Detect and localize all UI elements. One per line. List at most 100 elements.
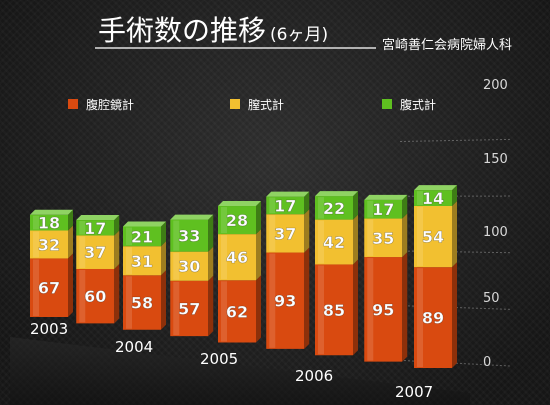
y-tick-label: 0 — [483, 355, 491, 370]
bar-segment — [414, 190, 452, 206]
bar-value-label: 21 — [131, 227, 153, 246]
bar-side — [353, 191, 358, 220]
bar-segment — [123, 226, 161, 247]
bar-side — [304, 247, 310, 349]
bar-side — [304, 191, 310, 215]
bar-value-label: 60 — [84, 287, 106, 306]
x-tick-label: 2005 — [200, 350, 238, 368]
chart-title-suffix: (6ヶ月) — [270, 25, 328, 45]
bar-side — [402, 252, 408, 362]
bar-highlight — [33, 231, 39, 258]
bar-side — [304, 209, 310, 253]
bar-highlight — [79, 221, 86, 235]
bar-highlight — [173, 252, 180, 280]
organization-label: 宮崎善仁会病院婦人科 — [382, 37, 512, 53]
bar-top — [76, 215, 120, 221]
y-tick-label: 150 — [483, 152, 508, 167]
x-tick-label: 2006 — [295, 367, 333, 385]
bar-value-label: 67 — [38, 279, 60, 298]
bar-highlight — [173, 281, 180, 336]
bar-highlight — [126, 276, 132, 329]
bar-side — [353, 259, 358, 356]
bar-side — [208, 246, 214, 281]
bar-top — [30, 209, 73, 215]
floor-plane — [10, 337, 470, 405]
bar-top — [266, 191, 310, 197]
bar-side — [256, 201, 261, 235]
bar-side — [161, 221, 166, 247]
bar-highlight — [173, 220, 180, 251]
bar-value-label: 62 — [226, 302, 248, 321]
x-tick-label: 2007 — [395, 383, 433, 401]
bar-side — [256, 275, 261, 343]
bar-top — [170, 214, 214, 220]
y-gridline — [399, 138, 511, 143]
bar-value-label: 46 — [226, 248, 248, 267]
bar-side — [452, 200, 457, 268]
bar-highlight — [221, 281, 227, 342]
bar-value-label: 22 — [323, 199, 345, 218]
bar-side — [161, 270, 166, 330]
bar-top — [414, 185, 457, 191]
bar-highlight — [367, 219, 374, 257]
bar-highlight — [221, 207, 227, 234]
bar-value-label: 30 — [178, 257, 200, 276]
bar-side — [68, 209, 73, 231]
bar-segment — [30, 214, 68, 231]
legend: 腹腔鏡計 膣式計 腹式計 — [68, 97, 436, 112]
bar-value-label: 85 — [323, 301, 345, 320]
bar-highlight — [269, 253, 276, 348]
bar-value-label: 37 — [84, 243, 106, 262]
bar-highlight — [221, 235, 227, 280]
bar-value-label: 31 — [131, 252, 153, 271]
bar-highlight — [126, 227, 132, 246]
bar-top — [218, 201, 261, 207]
legend-label-abdominal: 腹式計 — [400, 97, 436, 112]
bar-value-label: 57 — [178, 299, 200, 318]
bar-side — [208, 214, 214, 252]
bar-side — [402, 213, 408, 258]
bar-highlight — [417, 206, 423, 267]
bar-value-label: 14 — [422, 189, 444, 208]
bar-highlight — [367, 200, 374, 218]
bar-side — [68, 225, 73, 259]
x-axis: 2003 2004 2005 2006 2007 — [30, 320, 433, 401]
bar-side — [452, 262, 457, 368]
x-tick-label: 2004 — [115, 338, 153, 356]
bar-value-label: 17 — [84, 219, 106, 238]
y-tick-label: 50 — [483, 291, 500, 306]
bar-value-label: 33 — [178, 227, 200, 246]
bar-value-label: 17 — [274, 196, 296, 215]
bar-value-label: 35 — [372, 229, 394, 248]
bar-highlight — [269, 215, 276, 252]
bar-highlight — [33, 259, 39, 316]
bar-highlight — [318, 197, 324, 219]
bar-side — [452, 185, 457, 206]
chart-title: 手術数の推移 — [98, 14, 266, 47]
bar-value-label: 95 — [372, 300, 394, 319]
bar-side — [256, 229, 261, 281]
bar-highlight — [269, 197, 276, 214]
bar-side — [208, 275, 214, 337]
bar-value-label: 18 — [38, 214, 60, 233]
bar-segment — [76, 220, 115, 236]
y-tick-label: 100 — [483, 225, 508, 240]
bar-side — [114, 263, 120, 324]
bar-value-label: 58 — [131, 294, 153, 313]
bar-side — [353, 214, 358, 265]
legend-swatch-vaginal — [230, 99, 240, 109]
bar-value-label: 42 — [323, 233, 345, 252]
bar-highlight — [417, 268, 423, 367]
bar-side — [114, 230, 120, 269]
bar-highlight — [318, 265, 324, 355]
legend-label-laparoscopic: 腹腔鏡計 — [86, 97, 134, 112]
bar-top — [315, 191, 358, 197]
bars: 67 32 18 60 37 17 58 31 21 57 30 33 62 46 28 93 37 17 85 42… — [10, 185, 470, 405]
legend-swatch-abdominal — [382, 99, 392, 109]
y-axis: 0 50 100 150 200 — [399, 78, 511, 370]
bar-top — [123, 221, 166, 227]
bar-side — [114, 215, 120, 236]
bar-value-label: 28 — [226, 211, 248, 230]
bar-highlight — [417, 191, 423, 205]
